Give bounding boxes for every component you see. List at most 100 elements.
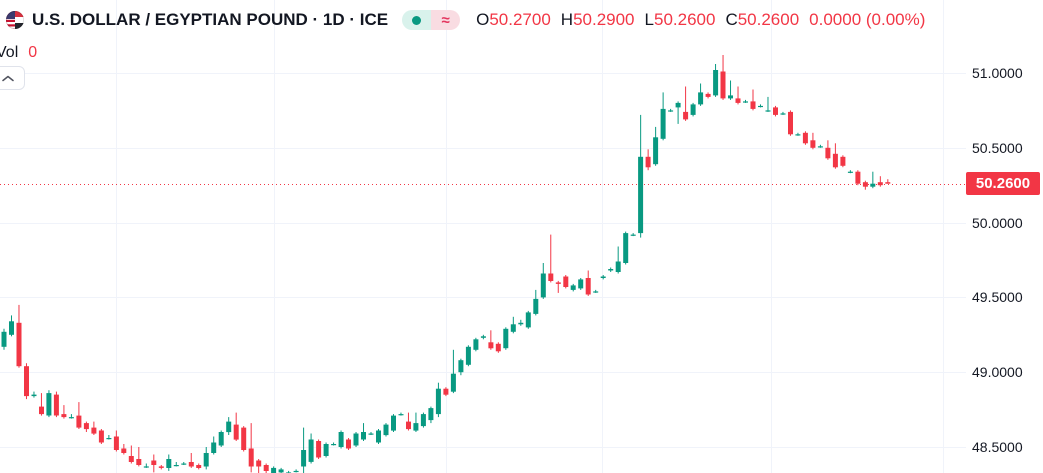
candle[interactable] bbox=[256, 459, 262, 473]
candle[interactable] bbox=[323, 442, 329, 458]
candle[interactable] bbox=[233, 412, 239, 441]
candle[interactable] bbox=[533, 289, 539, 316]
symbol-title[interactable]: U.S. DOLLAR / EGYPTIAN POUND · 1D · ICE bbox=[32, 10, 389, 29]
candle[interactable] bbox=[383, 423, 389, 437]
candle[interactable] bbox=[758, 104, 763, 108]
candle[interactable] bbox=[660, 92, 666, 141]
candle[interactable] bbox=[338, 430, 344, 449]
market-status-toggle[interactable]: ≈ bbox=[402, 10, 461, 30]
candle[interactable] bbox=[316, 439, 322, 460]
candle[interactable] bbox=[750, 89, 756, 111]
candle[interactable] bbox=[9, 315, 14, 337]
candle[interactable] bbox=[802, 131, 808, 145]
candle[interactable] bbox=[578, 278, 584, 290]
candle[interactable] bbox=[885, 179, 891, 184]
candle[interactable] bbox=[31, 391, 37, 398]
candle[interactable] bbox=[817, 144, 823, 148]
candle[interactable] bbox=[728, 80, 733, 100]
volume-legend[interactable]: Vol 0 bbox=[0, 44, 37, 62]
candle[interactable] bbox=[735, 86, 741, 105]
candle[interactable] bbox=[391, 414, 396, 432]
candle[interactable] bbox=[428, 406, 434, 424]
candle[interactable] bbox=[181, 462, 187, 465]
candle[interactable] bbox=[645, 149, 651, 171]
candle[interactable] bbox=[331, 442, 337, 446]
candle[interactable] bbox=[106, 435, 112, 440]
candle[interactable] bbox=[151, 454, 157, 473]
candle[interactable] bbox=[83, 421, 89, 432]
candle[interactable] bbox=[158, 465, 164, 470]
candle[interactable] bbox=[563, 275, 569, 289]
candle[interactable] bbox=[503, 327, 509, 350]
candle[interactable] bbox=[855, 170, 861, 186]
candle[interactable] bbox=[458, 358, 464, 376]
candle[interactable] bbox=[720, 55, 726, 100]
candle[interactable] bbox=[608, 267, 614, 273]
candle[interactable] bbox=[510, 316, 516, 334]
candle[interactable] bbox=[450, 349, 456, 394]
candle[interactable] bbox=[810, 132, 816, 150]
candle[interactable] bbox=[16, 304, 22, 368]
candle[interactable] bbox=[301, 427, 307, 473]
candle[interactable] bbox=[136, 447, 142, 467]
candle[interactable] bbox=[870, 171, 876, 189]
candle[interactable] bbox=[166, 454, 172, 471]
candle[interactable] bbox=[773, 105, 778, 117]
candle[interactable] bbox=[525, 310, 531, 329]
candle[interactable] bbox=[713, 64, 719, 97]
candle[interactable] bbox=[593, 289, 599, 293]
candle[interactable] bbox=[473, 337, 479, 352]
candle[interactable] bbox=[271, 466, 277, 473]
candle[interactable] bbox=[53, 391, 59, 418]
candle[interactable] bbox=[376, 429, 381, 444]
price-axis[interactable]: 50.2600 51.0000 50.5000 50.0000 49.5000 49.0… bbox=[955, 0, 1043, 473]
candle[interactable] bbox=[435, 382, 441, 418]
candle[interactable] bbox=[548, 234, 554, 283]
candle[interactable] bbox=[98, 429, 104, 444]
candle[interactable] bbox=[825, 140, 831, 160]
candle[interactable] bbox=[218, 430, 224, 448]
candle[interactable] bbox=[465, 345, 471, 367]
candle[interactable] bbox=[555, 280, 561, 293]
candle[interactable] bbox=[495, 342, 501, 353]
candle[interactable] bbox=[1, 328, 7, 350]
candle[interactable] bbox=[615, 246, 621, 274]
candle[interactable] bbox=[518, 319, 524, 326]
candle[interactable] bbox=[540, 263, 546, 299]
candle[interactable] bbox=[795, 132, 801, 136]
candle[interactable] bbox=[226, 417, 232, 435]
candle[interactable] bbox=[585, 270, 591, 296]
candle[interactable] bbox=[211, 436, 217, 455]
candle[interactable] bbox=[46, 390, 52, 418]
candle[interactable] bbox=[600, 275, 606, 280]
candle[interactable] bbox=[788, 110, 793, 136]
candle[interactable] bbox=[847, 170, 853, 174]
candle[interactable] bbox=[263, 463, 269, 473]
candle[interactable] bbox=[361, 423, 366, 441]
candle[interactable] bbox=[39, 393, 44, 416]
candle[interactable] bbox=[675, 101, 681, 124]
candle[interactable] bbox=[690, 102, 696, 117]
candle[interactable] bbox=[443, 387, 449, 397]
candle[interactable] bbox=[488, 330, 494, 350]
candle[interactable] bbox=[76, 402, 82, 429]
candle[interactable] bbox=[173, 462, 179, 467]
candle[interactable] bbox=[61, 405, 67, 419]
candle[interactable] bbox=[188, 453, 194, 468]
candle[interactable] bbox=[765, 96, 771, 112]
candle[interactable] bbox=[570, 283, 576, 292]
candle[interactable] bbox=[653, 126, 659, 166]
candle[interactable] bbox=[196, 463, 202, 470]
collapse-legend-button[interactable] bbox=[0, 66, 25, 90]
candle[interactable] bbox=[346, 438, 351, 450]
candle[interactable] bbox=[91, 421, 97, 435]
candle[interactable] bbox=[398, 412, 404, 416]
candle[interactable] bbox=[113, 430, 119, 452]
candle[interactable] bbox=[368, 432, 374, 435]
candle[interactable] bbox=[143, 463, 149, 468]
candle[interactable] bbox=[668, 108, 674, 112]
candle[interactable] bbox=[630, 233, 636, 237]
candle[interactable] bbox=[698, 83, 704, 106]
candle[interactable] bbox=[743, 99, 748, 103]
